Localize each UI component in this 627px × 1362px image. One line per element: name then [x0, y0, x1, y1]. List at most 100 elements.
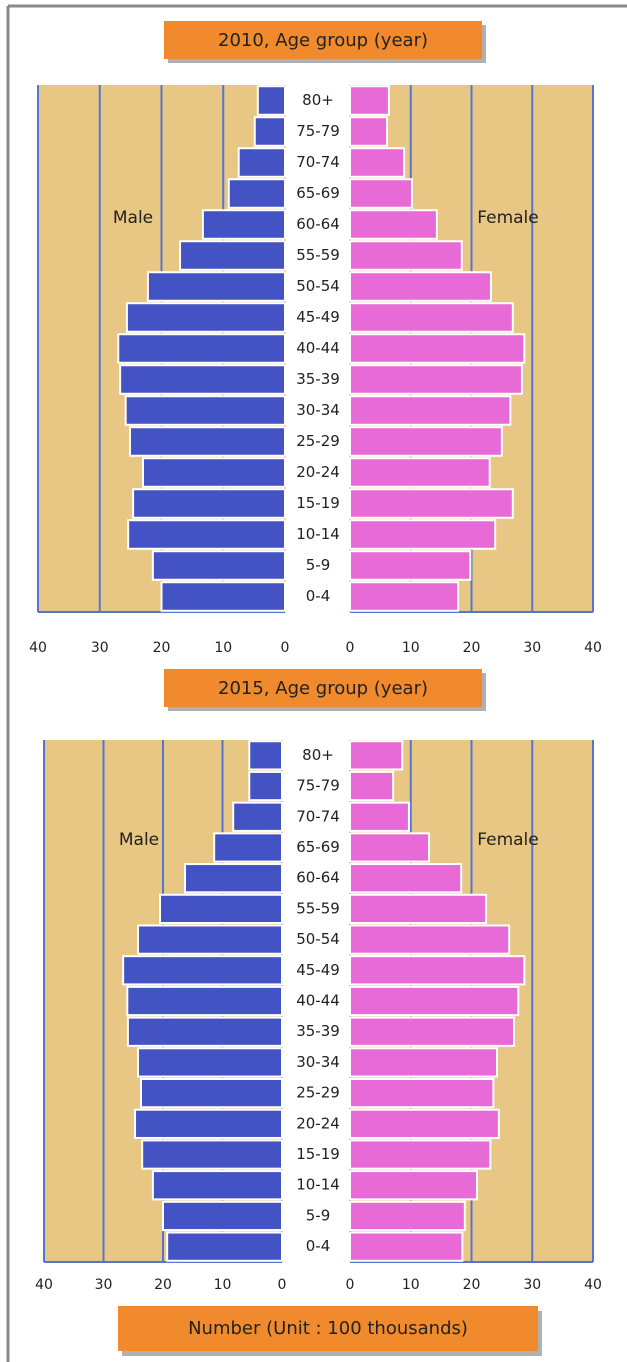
age-group-label: 70-74 — [296, 807, 340, 825]
bar — [349, 116, 389, 147]
x-tick-label: 40 — [35, 1277, 53, 1293]
age-group-label: 20-24 — [296, 463, 340, 481]
bar — [127, 519, 286, 550]
age-group-label: 15-19 — [296, 494, 340, 512]
bar — [146, 271, 286, 302]
age-group-label: 10-14 — [296, 525, 340, 543]
bar — [248, 770, 283, 802]
x-tick-label: 20 — [154, 1277, 172, 1293]
bar — [349, 801, 410, 832]
x-tick-label: 0 — [346, 640, 355, 656]
bar — [349, 302, 514, 333]
x-tick-label: 20 — [463, 1277, 481, 1293]
bar — [117, 333, 287, 364]
bar — [213, 832, 283, 863]
chart-title: 2015, Age group (year) — [218, 678, 428, 699]
bar — [349, 178, 413, 209]
bar — [151, 1170, 283, 1201]
bar — [349, 581, 460, 612]
bar — [349, 1231, 464, 1262]
x-tick-label: 40 — [584, 1277, 602, 1293]
age-group-label: 25-29 — [296, 1084, 340, 1102]
bar — [141, 1139, 283, 1170]
bar — [349, 457, 491, 488]
title-box — [164, 669, 482, 707]
bar — [349, 1200, 466, 1232]
bar — [349, 924, 511, 955]
bar — [349, 488, 514, 519]
age-group-label: 40-44 — [296, 339, 340, 357]
age-group-label: 30-34 — [296, 1053, 340, 1071]
bar — [349, 550, 472, 581]
series-label: Male — [113, 208, 153, 228]
x-tick-label: 20 — [463, 640, 481, 656]
bar — [349, 1139, 492, 1170]
age-group-label: 5-9 — [306, 556, 331, 574]
bar — [349, 271, 492, 302]
bar — [253, 116, 286, 147]
bar — [349, 893, 488, 925]
bar — [349, 395, 512, 426]
bar — [256, 85, 286, 116]
age-group-label: 60-64 — [296, 215, 340, 233]
age-group-label: 50-54 — [296, 930, 340, 948]
bar — [349, 955, 526, 986]
bar — [349, 1077, 495, 1109]
age-group-label: 75-79 — [296, 122, 340, 140]
bar — [349, 209, 438, 240]
bar — [349, 147, 406, 178]
bar — [349, 1108, 500, 1139]
x-tick-label: 0 — [281, 640, 290, 656]
x-tick-label: 0 — [346, 1277, 355, 1293]
bar — [139, 1077, 283, 1109]
age-group-label: 20-24 — [296, 1114, 340, 1132]
bar — [151, 550, 286, 581]
age-group-label: 35-39 — [296, 370, 340, 388]
chart-title: 2010, Age group (year) — [218, 30, 428, 51]
bar — [134, 1108, 283, 1139]
bar — [349, 985, 520, 1017]
series-label: Female — [477, 208, 538, 228]
age-group-label: 65-69 — [296, 184, 340, 202]
series-label: Male — [119, 830, 159, 850]
age-group-label: 80+ — [302, 91, 334, 109]
age-group-label: 75-79 — [296, 777, 340, 795]
age-group-label: 45-49 — [296, 961, 340, 979]
bar — [349, 740, 404, 771]
bar — [349, 333, 526, 364]
bar — [349, 1047, 499, 1078]
bar — [349, 519, 497, 550]
x-tick-label: 10 — [214, 1277, 232, 1293]
x-tick-label: 10 — [214, 640, 232, 656]
age-group-label: 65-69 — [296, 838, 340, 856]
age-group-label: 55-59 — [296, 246, 340, 264]
bar — [137, 924, 283, 955]
age-group-label: 80+ — [302, 746, 334, 764]
x-tick-label: 30 — [95, 1277, 113, 1293]
bar — [137, 1047, 283, 1078]
bar — [349, 426, 503, 457]
age-group-label: 35-39 — [296, 1022, 340, 1040]
bar — [227, 178, 286, 209]
bar — [232, 801, 284, 832]
x-tick-label: 30 — [523, 1277, 541, 1293]
bar — [141, 457, 286, 488]
x-tick-label: 40 — [29, 640, 47, 656]
x-tick-label: 0 — [278, 1277, 287, 1293]
age-group-label: 70-74 — [296, 153, 340, 171]
bar — [119, 364, 286, 395]
x-axis-label: Number (Unit : 100 thousands) — [188, 1318, 468, 1339]
bar — [126, 1016, 283, 1047]
bar — [126, 985, 283, 1017]
x-tick-label: 30 — [523, 640, 541, 656]
bar — [159, 893, 283, 925]
bar — [132, 488, 286, 519]
age-group-label: 50-54 — [296, 277, 340, 295]
bar — [349, 770, 395, 802]
bar — [349, 863, 463, 894]
age-group-label: 40-44 — [296, 992, 340, 1010]
x-tick-label: 40 — [584, 640, 602, 656]
series-label: Female — [477, 830, 538, 850]
bar — [122, 955, 284, 986]
